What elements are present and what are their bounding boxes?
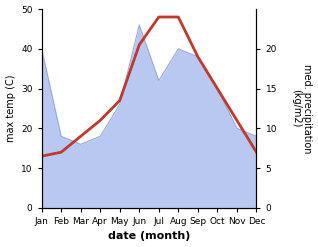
X-axis label: date (month): date (month): [108, 231, 190, 242]
Y-axis label: max temp (C): max temp (C): [5, 75, 16, 142]
Y-axis label: med. precipitation
(kg/m2): med. precipitation (kg/m2): [291, 64, 313, 153]
